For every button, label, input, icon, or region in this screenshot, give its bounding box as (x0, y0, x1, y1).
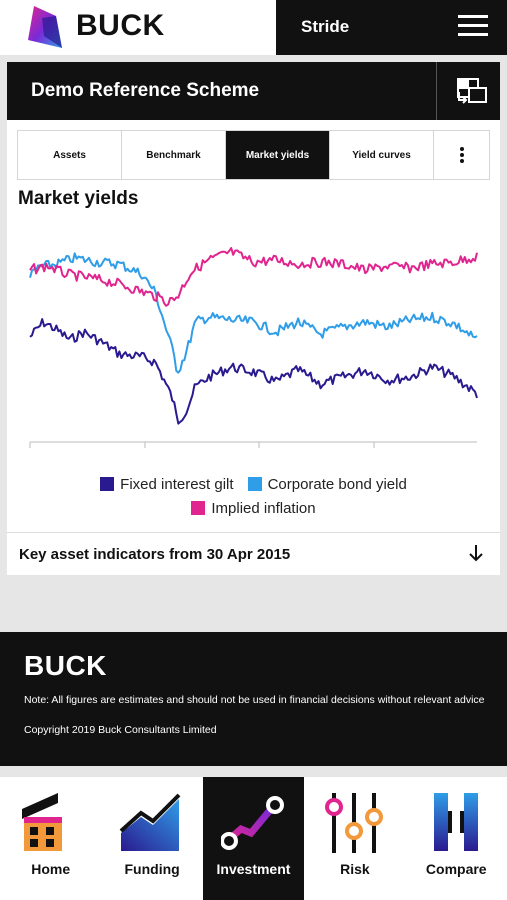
legend-label-gilt: Fixed interest gilt (120, 475, 234, 493)
funding-icon (120, 793, 181, 851)
more-tabs-button[interactable] (434, 131, 489, 179)
legend-item-inflation: Implied inflation (191, 499, 316, 517)
tab-yield-curves[interactable]: Yield curves (330, 131, 434, 179)
key-asset-indicators-label: Key asset indicators from 30 Apr 2015 (19, 546, 291, 563)
series-line-implied-inflation (29, 247, 478, 307)
switch-scheme-icon (457, 78, 487, 104)
brand-logo-area: BUCK (0, 0, 276, 55)
nav-investment[interactable]: Investment (202, 777, 305, 900)
chart-legend: Fixed interest gilt Corporate bond yield… (7, 472, 500, 520)
footer-copyright: Copyright 2019 Buck Consultants Limited (24, 724, 217, 736)
risk-icon (325, 793, 384, 853)
scheme-header: Demo Reference Scheme (7, 62, 500, 120)
footer-brand: BUCK (24, 650, 107, 681)
footer: BUCK Note: All figures are estimates and… (0, 632, 507, 766)
compare-icon (433, 793, 478, 851)
legend-label-corporate: Corporate bond yield (267, 475, 407, 493)
investment-icon (220, 796, 284, 850)
key-asset-indicators-toggle[interactable]: Key asset indicators from 30 Apr 2015 (7, 532, 500, 575)
nav-label-funding: Funding (124, 861, 180, 877)
legend-swatch-corporate (247, 477, 262, 491)
bottom-navigation: Home Funding Investment Risk (0, 777, 507, 900)
nav-funding[interactable]: Funding (101, 777, 202, 900)
product-name: Stride (301, 17, 350, 36)
market-yields-chart (29, 247, 478, 448)
switch-scheme-button[interactable] (436, 62, 500, 120)
menu-icon[interactable] (458, 14, 488, 38)
legend-swatch-inflation (191, 501, 206, 515)
scheme-title: Demo Reference Scheme (31, 80, 260, 101)
legend-swatch-gilt (100, 477, 115, 491)
nav-label-compare: Compare (425, 861, 487, 877)
series-line-corporate-bond-yield (29, 252, 478, 374)
arrow-down-icon (469, 545, 483, 562)
nav-compare[interactable]: Compare (406, 777, 507, 900)
buck-logo-icon (28, 6, 62, 48)
tab-benchmark[interactable]: Benchmark (122, 131, 226, 179)
tab-market-yields[interactable]: Market yields (226, 131, 330, 179)
footer-note: Note: All figures are estimates and shou… (24, 694, 485, 706)
tab-bar: Assets Benchmark Market yields Yield cur… (17, 130, 490, 180)
legend-item-gilt: Fixed interest gilt (100, 475, 234, 493)
top-bar: BUCK Stride (0, 0, 507, 55)
nav-label-home: Home (31, 861, 71, 877)
nav-label-risk: Risk (340, 861, 370, 877)
tab-assets[interactable]: Assets (18, 131, 122, 179)
nav-home[interactable]: Home (0, 777, 101, 900)
nav-risk[interactable]: Risk (304, 777, 405, 900)
market-yields-card: Demo Reference Scheme Assets Benchmark M… (7, 62, 500, 575)
home-icon (22, 793, 62, 851)
legend-item-corporate: Corporate bond yield (247, 475, 407, 493)
nav-label-investment: Investment (216, 861, 291, 877)
brand-name: BUCK (76, 9, 165, 42)
section-title: Market yields (18, 188, 139, 209)
product-area: Stride (276, 0, 507, 55)
more-vertical-icon (459, 147, 464, 163)
legend-label-inflation: Implied inflation (211, 499, 316, 517)
series-line-fixed-interest-gilt (29, 318, 478, 425)
